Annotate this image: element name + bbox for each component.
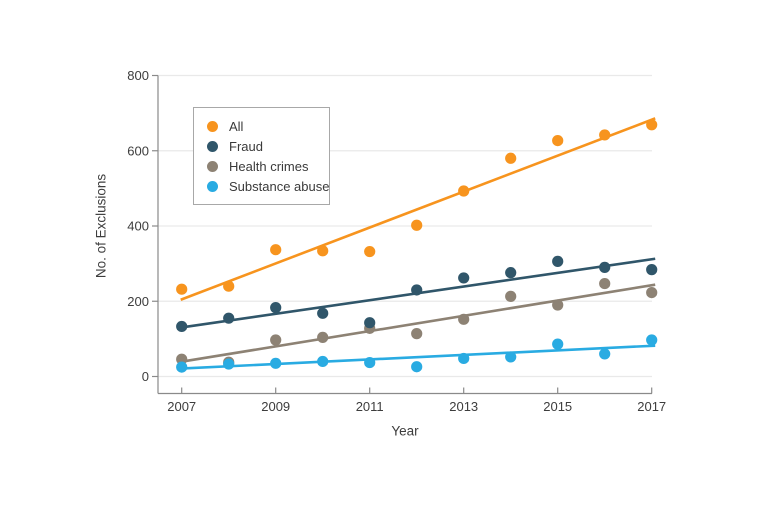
data-point [223,358,235,370]
x-tick-label: 2013 [449,399,478,414]
data-point [270,334,282,346]
legend-item-health-crimes: Health crimes [204,156,319,176]
x-tick-label: 2017 [637,399,666,414]
legend-marker-all-icon [207,120,218,132]
data-point [458,352,470,365]
data-point [223,280,235,292]
data-point [646,264,658,276]
data-point [599,348,611,360]
legend-label-fraud: Fraud [229,138,263,154]
legend-marker-substance-abuse-icon [207,180,218,192]
x-tick-label: 2007 [167,399,196,414]
data-points [176,119,658,373]
legend-marker-health-crimes-icon [207,160,218,172]
axes: 0 200 400 600 800 2007 2009 2011 2013 2015 2017 [127,68,666,414]
data-point [599,277,611,290]
data-point [599,129,611,141]
data-point [364,317,376,329]
data-point [176,361,188,373]
trend-line-substance-abuse [180,344,656,370]
legend-item-all: All [204,116,319,136]
trend-line-health-crimes [180,283,656,364]
data-point [176,320,188,333]
data-point [505,290,517,302]
data-point [646,286,658,299]
legend-label-health-crimes: Health crimes [229,158,309,174]
y-tick-label: 0 [142,369,149,384]
x-axis-title: Year [391,423,419,439]
data-point [176,353,188,365]
data-point [317,355,329,368]
y-tick-label: 600 [127,143,149,158]
data-point [317,331,329,343]
data-point [176,283,188,295]
data-point [270,244,282,256]
data-point [411,361,423,373]
legend-item-substance-abuse: Substance abuse [204,176,329,196]
data-point [505,351,517,363]
data-point [411,284,423,296]
y-tick-label: 400 [127,219,149,234]
data-point [552,299,564,311]
data-point [411,328,423,340]
data-point [270,357,282,369]
data-point [458,313,470,325]
data-point [317,245,329,257]
data-point [364,245,376,258]
y-tick-label: 800 [127,68,149,83]
data-point [646,334,658,346]
legend-label-all: All [229,118,244,134]
data-point [505,152,517,164]
data-point [411,219,423,231]
x-tick-label: 2015 [543,399,572,414]
data-point [458,272,470,284]
data-point [458,185,470,197]
data-point [364,356,376,369]
data-point [270,302,282,314]
legend-item-fraud: Fraud [204,136,319,156]
legend-marker-fraud-icon [207,140,218,152]
y-axis-title: No. of Exclusions [93,173,109,279]
data-point [646,119,658,131]
data-point [599,261,611,273]
y-tick-label: 200 [127,294,149,309]
data-point [552,255,564,267]
legend-label-substance-abuse: Substance abuse [229,178,330,194]
x-tick-label: 2011 [356,399,384,414]
data-point [317,307,329,319]
data-point [223,312,235,324]
trend-line-all [180,117,656,301]
legend: All Fraud Health crimes Substance abuse [193,107,330,205]
x-tick-label: 2009 [261,399,290,414]
data-point [505,267,517,279]
data-point [552,338,564,350]
data-point [552,134,564,147]
